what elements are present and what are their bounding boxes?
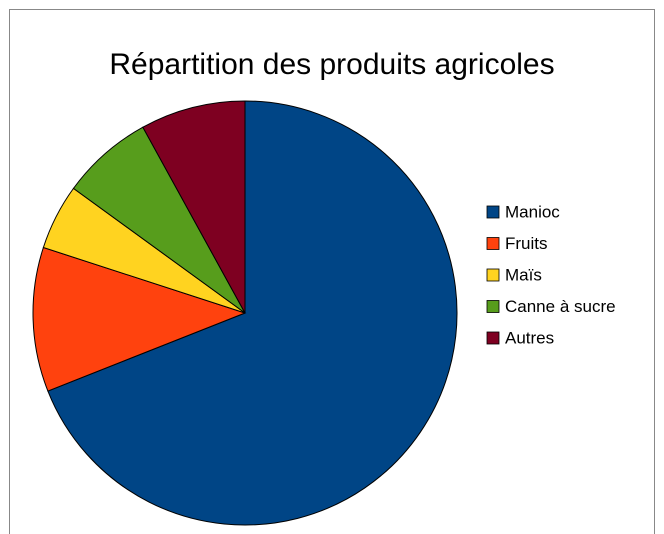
legend-swatch xyxy=(486,300,500,313)
legend-swatch xyxy=(486,268,500,282)
pie-slice xyxy=(47,100,458,526)
legend-swatch xyxy=(486,237,500,250)
legend-swatch xyxy=(486,205,500,219)
legend-swatch xyxy=(486,331,500,345)
pie-slice xyxy=(142,100,246,314)
chart-title: Répartition des produits agricoles xyxy=(109,48,554,81)
legend-label: Fruits xyxy=(505,234,548,253)
legend-label: Autres xyxy=(505,328,554,347)
pie-slice xyxy=(32,246,247,392)
legend-label: Maïs xyxy=(505,265,542,284)
legend-label: Canne à sucre xyxy=(505,297,616,316)
legend-label: Manioc xyxy=(505,202,560,221)
